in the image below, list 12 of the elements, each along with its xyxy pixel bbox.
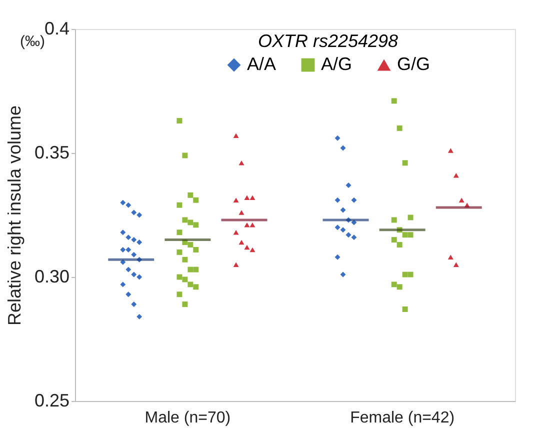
legend-label: A/A	[247, 54, 276, 74]
y-tick-label: 0.25	[34, 390, 70, 410]
y-tick-label: 0.30	[34, 266, 70, 286]
legend-label: A/G	[321, 54, 352, 74]
x-tick-label: Female (n=42)	[350, 410, 455, 426]
legend-label: G/G	[397, 54, 430, 74]
text: (‰)	[20, 33, 45, 50]
y-tick-label: 0.35	[34, 142, 70, 162]
legend-title: OXTR rs2254298	[258, 31, 398, 51]
x-tick-label: Male (n=70)	[144, 410, 231, 426]
y-tick-label: 0.4	[44, 18, 70, 38]
y-axis-title: Relative right insula volume	[4, 105, 24, 326]
